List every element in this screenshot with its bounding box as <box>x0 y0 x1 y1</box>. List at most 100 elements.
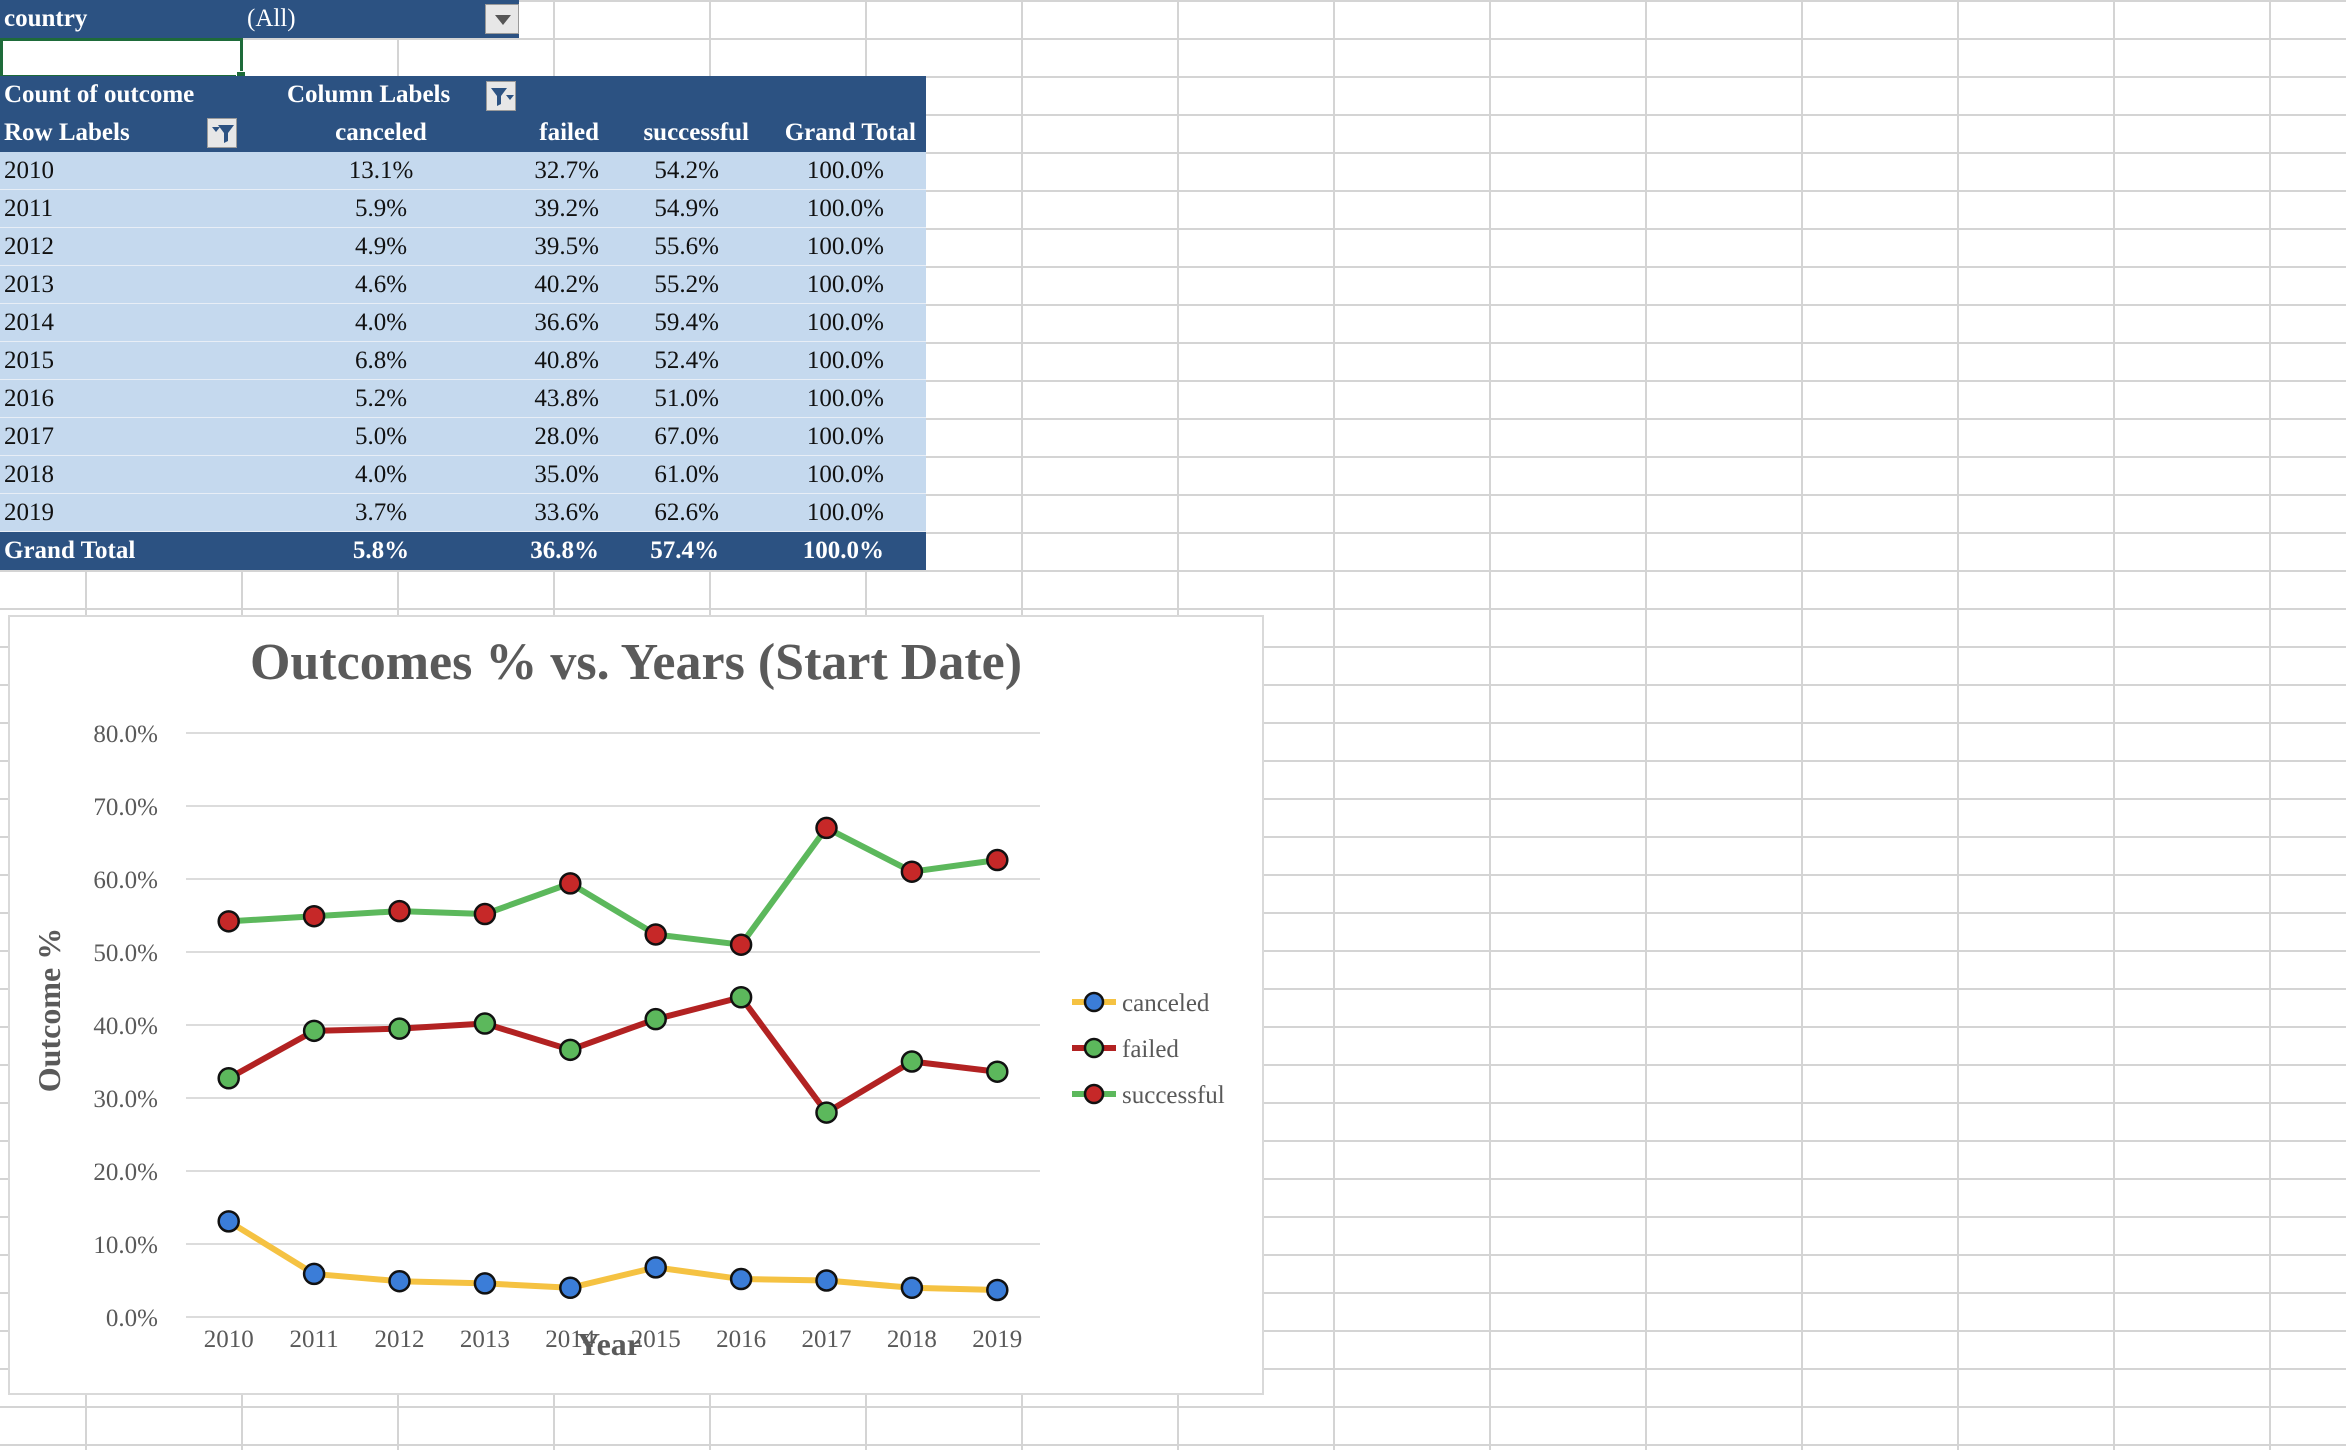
data-point-successful[interactable] <box>900 860 924 883</box>
data-point-canceled[interactable] <box>644 1256 667 1279</box>
canceled-cell[interactable]: 4.9% <box>243 228 519 266</box>
row-label-cell[interactable]: 2019 <box>0 494 243 532</box>
x-tick-label: 2010 <box>204 1326 254 1353</box>
row-labels-filter-button[interactable] <box>207 118 237 148</box>
data-point-failed[interactable] <box>815 1101 838 1124</box>
successful-cell[interactable]: 67.0% <box>601 418 721 456</box>
data-point-canceled[interactable] <box>473 1272 497 1295</box>
row-label-cell[interactable]: 2012 <box>0 228 243 266</box>
data-point-successful[interactable] <box>986 848 1009 872</box>
row-label-cell[interactable]: 2013 <box>0 266 243 304</box>
data-point-failed[interactable] <box>644 1007 667 1031</box>
row-label-cell[interactable]: 2014 <box>0 304 243 342</box>
grand-total-successful: 57.4% <box>601 532 721 570</box>
data-point-canceled[interactable] <box>729 1267 753 1291</box>
canceled-cell[interactable]: 5.0% <box>243 418 519 456</box>
data-point-failed[interactable] <box>729 986 753 1009</box>
grand-total-cell[interactable]: 100.0% <box>721 190 926 228</box>
data-point-successful[interactable] <box>388 899 411 923</box>
row-label-cell[interactable]: 2017 <box>0 418 243 456</box>
failed-cell[interactable]: 32.7% <box>519 152 601 190</box>
canceled-cell[interactable]: 4.0% <box>243 304 519 342</box>
grand-total-cell[interactable]: 100.0% <box>721 152 926 190</box>
successful-cell[interactable]: 59.4% <box>601 304 721 342</box>
data-point-successful[interactable] <box>217 910 240 933</box>
grand-total-cell[interactable]: 100.0% <box>721 418 926 456</box>
row-label-cell[interactable]: 2011 <box>0 190 243 228</box>
data-point-canceled[interactable] <box>217 1210 240 1233</box>
failed-cell[interactable]: 33.6% <box>519 494 601 532</box>
failed-cell[interactable]: 28.0% <box>519 418 601 456</box>
legend-item-failed[interactable]: failed <box>1072 1036 1179 1063</box>
data-point-successful[interactable] <box>302 904 326 928</box>
failed-cell[interactable]: 40.2% <box>519 266 601 304</box>
successful-cell[interactable]: 54.9% <box>601 190 721 228</box>
failed-cell[interactable]: 40.8% <box>519 342 601 380</box>
column-labels-filter-button[interactable] <box>486 81 516 111</box>
row-label-cell[interactable]: 2010 <box>0 152 243 190</box>
y-tick-label: 50.0% <box>93 940 158 967</box>
series-failed <box>217 986 1009 1124</box>
canceled-cell[interactable]: 5.9% <box>243 190 519 228</box>
data-point-successful[interactable] <box>644 923 667 946</box>
legend-item-canceled[interactable]: canceled <box>1072 990 1210 1017</box>
data-point-canceled[interactable] <box>388 1269 411 1293</box>
canceled-cell[interactable]: 3.7% <box>243 494 519 532</box>
y-tick-label: 10.0% <box>93 1232 158 1259</box>
filter-value-cell[interactable]: (All) <box>243 0 519 38</box>
data-point-successful[interactable] <box>815 816 838 840</box>
legend-item-successful[interactable]: successful <box>1072 1082 1225 1109</box>
successful-cell[interactable]: 54.2% <box>601 152 721 190</box>
failed-cell[interactable]: 43.8% <box>519 380 601 418</box>
line-chart[interactable]: Outcomes % vs. Years (Start Date) 0.0% 10… <box>8 615 1264 1395</box>
data-point-failed[interactable] <box>900 1050 924 1073</box>
grand-total-label: Grand Total <box>0 532 243 570</box>
canceled-cell[interactable]: 4.0% <box>243 456 519 494</box>
row-label-cell[interactable]: 2015 <box>0 342 243 380</box>
legend-marker <box>1083 1083 1105 1105</box>
grand-total-cell[interactable]: 100.0% <box>721 456 926 494</box>
canceled-cell[interactable]: 13.1% <box>243 152 519 190</box>
data-point-successful[interactable] <box>473 902 497 926</box>
grand-total-cell[interactable]: 100.0% <box>721 266 926 304</box>
data-point-failed[interactable] <box>473 1012 497 1035</box>
grand-total-cell[interactable]: 100.0% <box>721 494 926 532</box>
row-label-cell[interactable]: 2016 <box>0 380 243 418</box>
y-axis-ticks: 0.0% 10.0% 20.0% 30.0% 40.0% 50.0% 60.0% 70.0% 8… <box>93 721 158 1332</box>
data-point-failed[interactable] <box>217 1067 240 1090</box>
grand-total-cell[interactable]: 100.0% <box>721 304 926 342</box>
failed-cell[interactable]: 36.6% <box>519 304 601 342</box>
data-point-successful[interactable] <box>729 933 753 956</box>
successful-cell[interactable]: 55.2% <box>601 266 721 304</box>
canceled-cell[interactable]: 6.8% <box>243 342 519 380</box>
row-label-cell[interactable]: 2018 <box>0 456 243 494</box>
failed-cell[interactable]: 35.0% <box>519 456 601 494</box>
chart-title: Outcomes % vs. Years (Start Date) <box>250 634 1022 691</box>
failed-cell[interactable]: 39.2% <box>519 190 601 228</box>
successful-cell[interactable]: 61.0% <box>601 456 721 494</box>
x-tick-label: 2018 <box>887 1326 937 1353</box>
failed-cell[interactable]: 39.5% <box>519 228 601 266</box>
canceled-cell[interactable]: 4.6% <box>243 266 519 304</box>
data-point-canceled[interactable] <box>986 1278 1009 1302</box>
chart-legend[interactable]: canceled failed successful <box>1072 990 1225 1109</box>
successful-cell[interactable]: 51.0% <box>601 380 721 418</box>
successful-cell[interactable]: 52.4% <box>601 342 721 380</box>
data-point-failed[interactable] <box>302 1019 326 1043</box>
selected-cell[interactable] <box>0 38 246 81</box>
grand-total-cell[interactable]: 100.0% <box>721 342 926 380</box>
successful-cell[interactable]: 62.6% <box>601 494 721 532</box>
data-point-successful[interactable] <box>559 872 582 895</box>
successful-cell[interactable]: 55.6% <box>601 228 721 266</box>
data-point-canceled[interactable] <box>559 1276 582 1300</box>
data-point-canceled[interactable] <box>302 1262 326 1286</box>
data-point-canceled[interactable] <box>900 1276 924 1300</box>
data-point-failed[interactable] <box>559 1038 582 1062</box>
data-point-canceled[interactable] <box>815 1269 838 1292</box>
data-point-failed[interactable] <box>388 1017 411 1040</box>
data-point-failed[interactable] <box>986 1060 1009 1083</box>
canceled-cell[interactable]: 5.2% <box>243 380 519 418</box>
grand-total-cell[interactable]: 100.0% <box>721 380 926 418</box>
grand-total-cell[interactable]: 100.0% <box>721 228 926 266</box>
filter-dropdown-button[interactable] <box>485 4 519 34</box>
